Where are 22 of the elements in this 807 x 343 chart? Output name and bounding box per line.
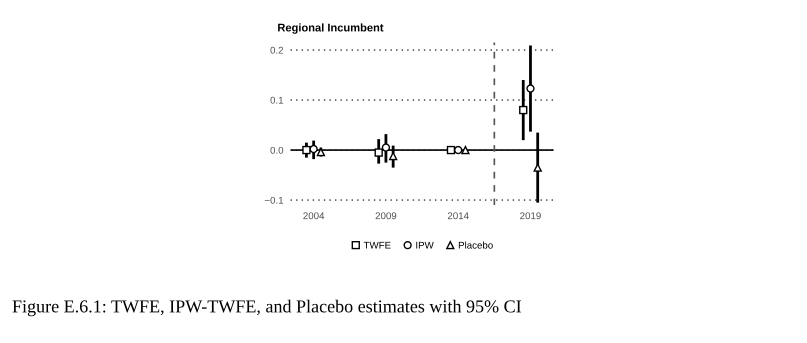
x-tick-label: 2004 [303, 212, 324, 220]
point [454, 146, 462, 154]
point [526, 84, 535, 93]
y-tick-label: 0.1 [270, 96, 284, 104]
legend-label: Placebo [458, 242, 493, 249]
point [446, 146, 456, 154]
y-tick-label: −0.1 [264, 196, 284, 204]
y-tick-label: 0.2 [270, 46, 284, 54]
text: Figure E.6.1: TWFE, IPW-TWFE, and Placebo estimates with 95% CI [12, 300, 522, 316]
point [519, 106, 528, 114]
legend-label: TWFE [364, 242, 391, 249]
point [382, 143, 390, 152]
x-tick-label: 2009 [376, 212, 396, 220]
legend-label: IPW [416, 242, 434, 249]
x-tick-label: 2019 [520, 212, 541, 220]
point [461, 146, 470, 154]
point [316, 148, 326, 156]
point [302, 146, 311, 154]
x-tick-label: 2014 [448, 212, 469, 220]
y-tick-label: 0.0 [270, 146, 284, 154]
chart-title: Regional Incumbent [278, 23, 384, 34]
point [374, 148, 383, 157]
